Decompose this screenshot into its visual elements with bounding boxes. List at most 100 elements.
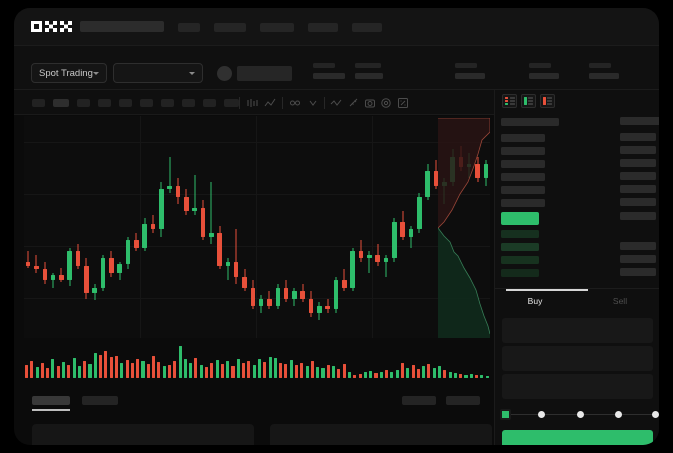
candle (433, 116, 439, 338)
global-search-input[interactable] (80, 21, 164, 32)
slider-marker-25[interactable] (538, 411, 545, 418)
volume-bar (279, 362, 283, 378)
interval-button-6[interactable] (140, 99, 153, 107)
volume-bar (411, 365, 415, 378)
volume-bar (62, 362, 66, 378)
volume-bar (448, 371, 452, 378)
volume-bar (152, 356, 156, 378)
interval-button-9[interactable] (203, 99, 216, 107)
ruler-icon[interactable] (348, 97, 360, 109)
chart-type-line-icon[interactable] (264, 97, 276, 109)
orderbook-bid-row[interactable] (501, 243, 539, 251)
toolbar-divider (239, 97, 240, 109)
camera-icon[interactable] (364, 97, 376, 109)
compare-icon[interactable] (307, 97, 319, 109)
volume-bar (215, 360, 219, 378)
orderbook-both-icon[interactable] (502, 94, 517, 108)
orderbook-bid-row[interactable] (501, 269, 539, 277)
nav-item-2[interactable] (214, 23, 246, 32)
interval-button-7[interactable] (161, 99, 174, 107)
order-price-field[interactable] (502, 318, 653, 343)
candle (192, 116, 197, 338)
tab-open-orders[interactable] (32, 396, 70, 405)
chevron-down-icon (93, 71, 99, 75)
candle-wick (410, 225, 412, 248)
bottom-panel-right[interactable] (270, 424, 492, 445)
volume-bar (146, 363, 150, 378)
trendline-icon[interactable] (330, 97, 342, 109)
interval-button-1[interactable] (32, 99, 45, 107)
slider-marker-50[interactable] (577, 411, 584, 418)
chart-type-candles-icon[interactable] (246, 97, 258, 109)
orderbook-ask-row[interactable] (501, 147, 545, 155)
fullscreen-icon[interactable] (397, 97, 409, 109)
candle (109, 116, 114, 338)
tab-assets[interactable] (402, 396, 436, 405)
orderbook-ask-row[interactable] (501, 186, 545, 194)
candle (59, 116, 64, 338)
orderbook-ask-row[interactable] (501, 134, 545, 142)
interval-button-5[interactable] (119, 99, 132, 107)
indicator-icon[interactable] (289, 97, 301, 109)
nav-item-1[interactable] (178, 23, 200, 32)
interval-button-3[interactable] (77, 99, 90, 107)
nav-item-3[interactable] (260, 23, 294, 32)
tab-order-history[interactable] (82, 396, 118, 405)
market-type-label: Spot Trading (39, 67, 93, 79)
interval-button-4[interactable] (98, 99, 111, 107)
volume-bar (332, 366, 336, 378)
slider-handle[interactable] (500, 409, 511, 420)
stat-value (355, 73, 383, 79)
candle (167, 116, 172, 338)
candle (233, 116, 239, 338)
volume-bar (109, 356, 113, 378)
gridline (256, 116, 257, 338)
stat-label (529, 63, 551, 68)
volume-bar (114, 355, 119, 378)
tab-buy[interactable]: Buy (527, 296, 543, 306)
order-amount-field[interactable] (502, 346, 653, 371)
orderbook-ask-row[interactable] (501, 160, 545, 168)
tab-positions[interactable] (446, 396, 480, 405)
candle (258, 116, 264, 338)
orderbook-bid-row[interactable] (501, 230, 539, 238)
nav-item-4[interactable] (308, 23, 338, 32)
place-buy-order-button[interactable] (502, 430, 653, 445)
slider-marker-100[interactable] (652, 411, 659, 418)
trading-pair-select[interactable] (113, 63, 203, 83)
candle (84, 116, 89, 338)
orderbook-ask-row[interactable] (501, 199, 545, 207)
order-total-field[interactable] (502, 374, 653, 399)
orderbook-bid-row[interactable] (501, 256, 539, 264)
candlestick-chart[interactable] (24, 116, 490, 338)
orderbook-ask-row[interactable] (501, 173, 545, 181)
candle-wick (227, 258, 229, 281)
volume-bar (88, 363, 92, 378)
orderbook-bids-icon[interactable] (521, 94, 536, 108)
volume-bar (358, 373, 362, 378)
nav-item-5[interactable] (352, 23, 382, 32)
settings-icon[interactable] (380, 97, 392, 109)
orderbook-asks-icon[interactable] (540, 94, 555, 108)
interval-button-2[interactable] (53, 99, 69, 107)
tab-sell[interactable]: Sell (612, 296, 628, 306)
candle-body (383, 258, 389, 263)
volume-bar (194, 358, 198, 378)
orderbook-ask-total (620, 117, 659, 125)
interval-button-8[interactable] (182, 99, 195, 107)
market-type-select[interactable]: Spot Trading (31, 63, 107, 83)
interval-button-10[interactable] (224, 99, 239, 107)
orderbook-bid-total (620, 268, 656, 276)
volume-bar (416, 369, 420, 378)
slider-marker-75[interactable] (615, 411, 622, 418)
candle (317, 116, 322, 338)
volume-bar (310, 361, 314, 378)
volume-bar (136, 358, 140, 378)
candle-body (267, 298, 272, 306)
stat-label (589, 63, 611, 68)
volume-bar (369, 370, 373, 378)
okx-logo[interactable]: OKX (31, 21, 73, 32)
orderbook-ask-row[interactable] (501, 118, 559, 126)
candle-wick (377, 243, 379, 266)
bottom-panel-left[interactable] (32, 424, 254, 445)
